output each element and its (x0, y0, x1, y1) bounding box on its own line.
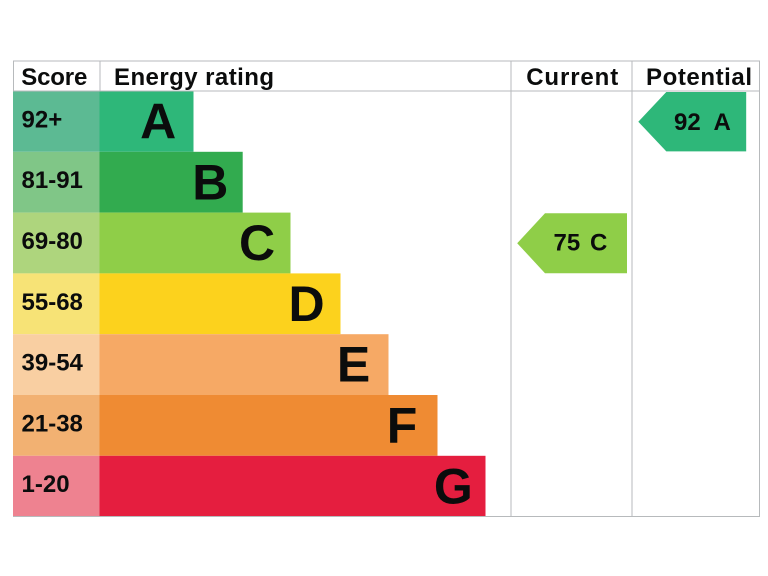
svg-text:Potential: Potential (646, 64, 752, 91)
svg-text:F: F (387, 397, 418, 453)
svg-text:C: C (590, 230, 607, 257)
svg-text:A: A (140, 94, 176, 150)
svg-text:92+: 92+ (22, 106, 63, 133)
svg-text:B: B (192, 155, 228, 211)
svg-text:G: G (434, 458, 473, 514)
svg-text:81-91: 81-91 (22, 167, 83, 194)
svg-text:A: A (714, 109, 731, 136)
svg-text:Current: Current (526, 64, 618, 91)
svg-text:Score: Score (21, 64, 87, 91)
svg-text:21-38: 21-38 (22, 410, 83, 437)
svg-text:C: C (239, 215, 275, 271)
svg-text:Energy rating: Energy rating (114, 64, 274, 91)
svg-text:92: 92 (674, 109, 701, 136)
svg-text:D: D (288, 276, 324, 332)
svg-text:E: E (337, 336, 370, 392)
svg-text:55-68: 55-68 (22, 289, 83, 316)
svg-text:69-80: 69-80 (22, 228, 83, 255)
svg-text:75: 75 (554, 230, 581, 257)
svg-text:39-54: 39-54 (22, 350, 84, 377)
svg-text:1-20: 1-20 (22, 471, 70, 498)
